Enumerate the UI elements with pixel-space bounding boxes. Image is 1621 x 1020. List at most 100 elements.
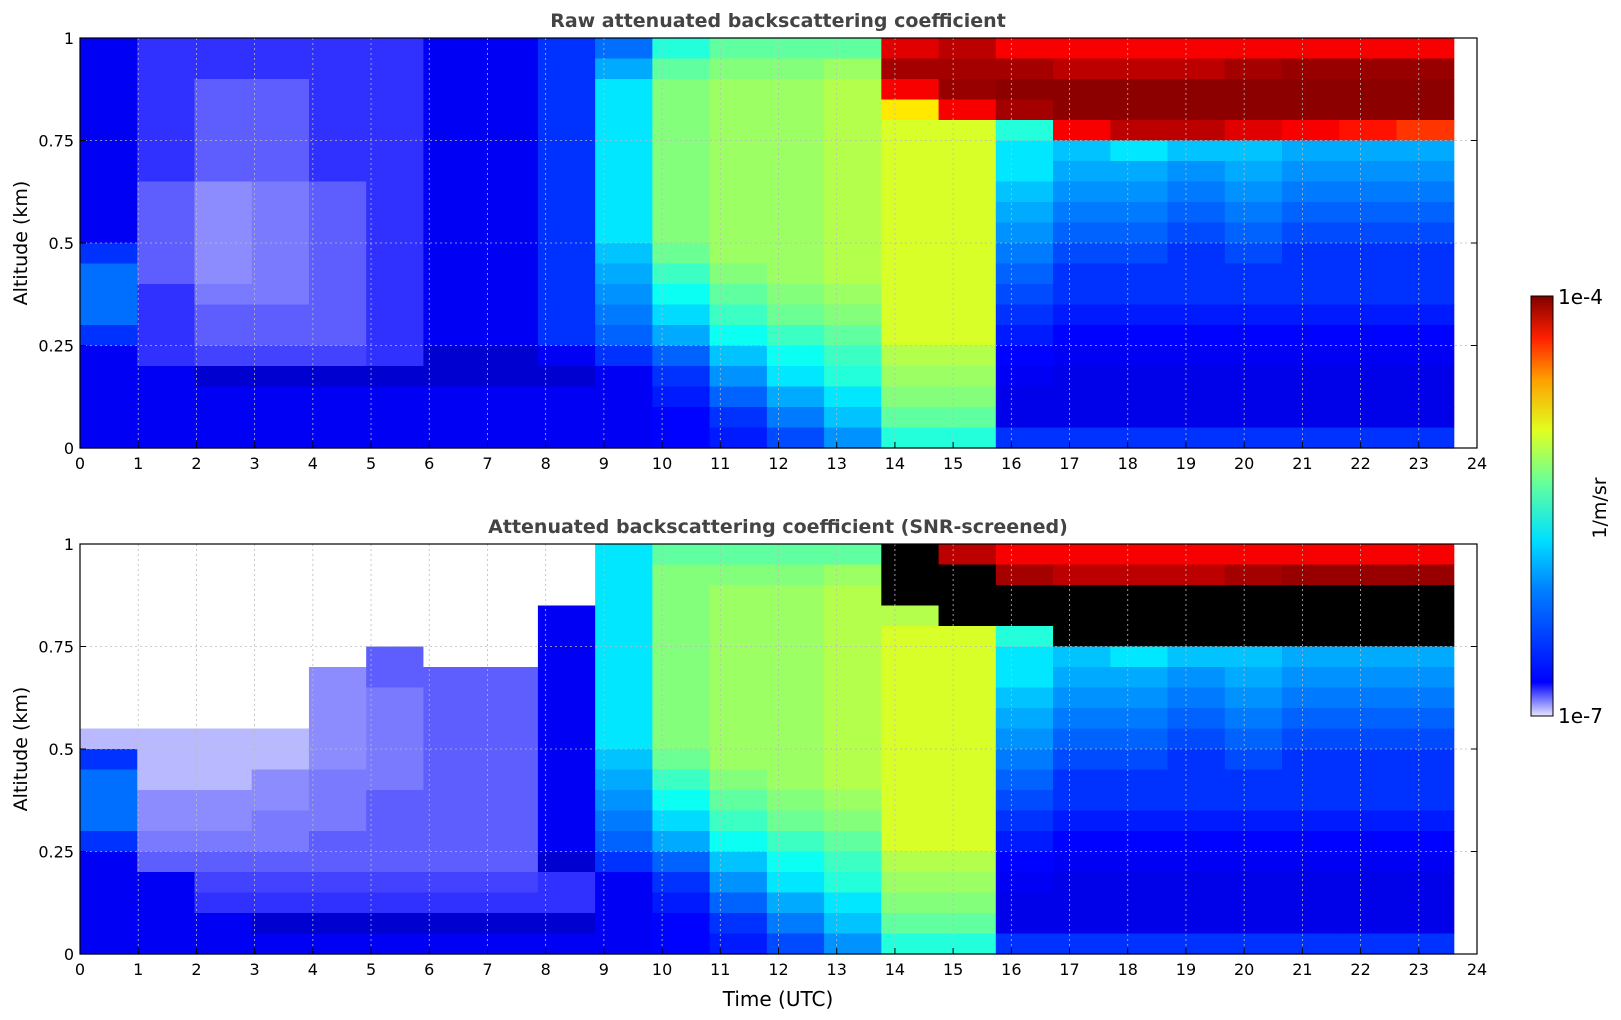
heatmap-cell [595,325,653,347]
heatmap-cell [1282,427,1340,449]
heatmap-cell [423,769,482,791]
heatmap-cell [137,284,196,306]
heatmap-cell [251,243,310,265]
heatmap-cell [1396,161,1455,183]
heatmap-cell [537,58,596,80]
heatmap-cell [480,708,539,730]
heatmap-cell [1224,646,1283,668]
heatmap-cell [480,749,539,771]
heatmap-cell [1053,427,1111,449]
heatmap-cell [480,263,539,285]
heatmap-cell [1396,325,1455,347]
heatmap-cell [251,345,310,367]
heatmap-cell [137,222,196,244]
heatmap-cell [80,646,138,668]
heatmap-cell [1110,564,1169,586]
heatmap-cell [1396,120,1455,142]
heatmap-cell [595,708,653,730]
heatmap-cell [652,892,711,914]
heatmap-cell [137,790,196,812]
heatmap-cell [1282,325,1340,347]
heatmap-cell [1053,667,1111,689]
heatmap-cell [824,708,882,730]
heatmap-cell [652,790,711,812]
heatmap-cell [652,933,711,955]
heatmap-cell [423,120,482,142]
y-tick-label: 1 [64,535,74,554]
heatmap-cell [709,933,768,955]
x-tick-label: 13 [827,960,847,979]
heatmap-cell [766,202,825,224]
y-tick-label: 0.25 [38,843,74,862]
x-tick-label: 24 [1467,454,1487,473]
heatmap-cell [709,810,768,832]
heatmap-cell [881,38,940,60]
grid-lines [80,544,1477,954]
heatmap-cell [824,646,882,668]
x-tick-label: 0 [75,454,85,473]
heatmap-cell [766,345,825,367]
heatmap-cell [938,120,997,142]
x-tick-label: 6 [424,454,434,473]
heatmap-cell [1282,564,1340,586]
heatmap-cell [1110,831,1169,853]
heatmap-cell [137,386,196,408]
heatmap-cell [1282,831,1340,853]
x-tick-label: 16 [1001,454,1021,473]
heatmap-cell [423,933,482,955]
heatmap-cell [1396,605,1455,627]
heatmap-cell [480,99,539,121]
heatmap-cell [595,872,653,894]
heatmap-cell [366,38,425,60]
axis-ticks: 0 1 2 3 4 5 6 7 8 9 10 11 12 13 14 15 16 17 18 19 20 21 22 23 24… [38,29,1487,473]
heatmap-cell [881,872,940,894]
heatmap-cell [1339,851,1398,873]
heatmap-cell [652,427,711,449]
heatmap-cell [1339,161,1398,183]
y-tick-label: 0.75 [38,132,74,151]
heatmap-cell [595,79,653,101]
heatmap-cell [1110,769,1169,791]
heatmap-cell [423,427,482,449]
heatmap-cell [480,626,539,648]
heatmap-cell [824,667,882,689]
heatmap-cell [537,749,596,771]
heatmap-cell [1339,325,1398,347]
y-axis-label: Altitude (km) [10,687,32,812]
heatmap-cell [1224,544,1283,566]
heatmap-cell [766,325,825,347]
heatmap-cell [766,872,825,894]
heatmap-cell [137,687,196,709]
heatmap-cell [595,913,653,935]
heatmap-cell [938,564,997,586]
heatmap-cell [595,933,653,955]
heatmap-cell [652,687,711,709]
heatmap-cell [824,58,882,80]
x-axis-label: Time (UTC) [722,987,834,1011]
heatmap-cell [995,222,1054,244]
heatmap-cell [709,913,768,935]
heatmap-cell [1110,626,1169,648]
heatmap-cell [194,585,253,607]
heatmap-cell [1224,202,1283,224]
heatmap-cell [824,304,882,326]
heatmap-cell [137,99,196,121]
heatmap-cell [1396,708,1455,730]
heatmap-cell [537,243,596,265]
heatmap-cell [938,687,997,709]
heatmap-cell [595,667,653,689]
heatmap-cell [194,544,253,566]
heatmap-cell [1396,933,1455,955]
x-tick-label: 19 [1176,454,1196,473]
heatmap-cell [1110,892,1169,914]
x-tick-label: 10 [652,960,672,979]
heatmap-cell [366,140,425,162]
heatmap-cell [1396,366,1455,388]
heatmap-cell [194,58,253,80]
heatmap-cell [423,386,482,408]
heatmap-cell [480,544,539,566]
heatmap-cell [881,810,940,832]
heatmap-cell [1110,544,1169,566]
heatmap-cell [595,646,653,668]
heatmap-cell [1053,325,1111,347]
